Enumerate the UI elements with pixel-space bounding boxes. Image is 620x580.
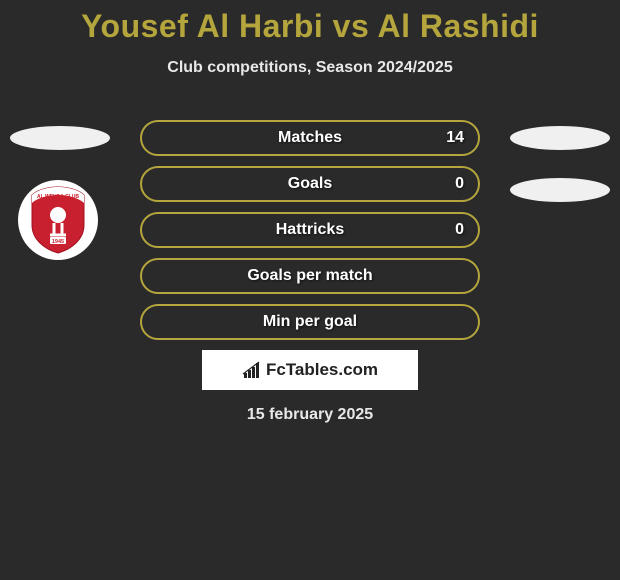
- stat-label: Min per goal: [263, 313, 357, 331]
- stat-value: 0: [455, 175, 464, 193]
- date-label: 15 february 2025: [140, 406, 480, 424]
- stat-label: Goals per match: [247, 267, 372, 285]
- player-placeholder-right-1: [510, 126, 610, 150]
- stat-bar-hattricks: Hattricks 0: [140, 212, 480, 248]
- stat-bar-goals: Goals 0: [140, 166, 480, 202]
- page-title: Yousef Al Harbi vs Al Rashidi: [0, 0, 620, 45]
- stats-container: Matches 14 Goals 0 Hattricks 0 Goals per…: [140, 120, 480, 424]
- player-placeholder-right-2: [510, 178, 610, 202]
- stat-bar-matches: Matches 14: [140, 120, 480, 156]
- svg-text:1945: 1945: [52, 239, 64, 245]
- stat-label: Hattricks: [276, 221, 344, 239]
- player-placeholder-left: [10, 126, 110, 150]
- stat-bar-min-per-goal: Min per goal: [140, 304, 480, 340]
- club-badge-shield: AL WEHDA CLUB 1945: [28, 185, 88, 255]
- club-badge: AL WEHDA CLUB 1945: [18, 180, 98, 260]
- stat-value: 14: [446, 129, 464, 147]
- page-subtitle: Club competitions, Season 2024/2025: [0, 59, 620, 77]
- stat-label: Goals: [288, 175, 332, 193]
- stat-bar-goals-per-match: Goals per match: [140, 258, 480, 294]
- svg-text:AL WEHDA CLUB: AL WEHDA CLUB: [37, 194, 79, 200]
- stat-label: Matches: [278, 129, 342, 147]
- brand-text: FcTables.com: [266, 360, 378, 380]
- bar-chart-icon: [242, 361, 262, 379]
- brand-logo[interactable]: FcTables.com: [202, 350, 418, 390]
- stat-value: 0: [455, 221, 464, 239]
